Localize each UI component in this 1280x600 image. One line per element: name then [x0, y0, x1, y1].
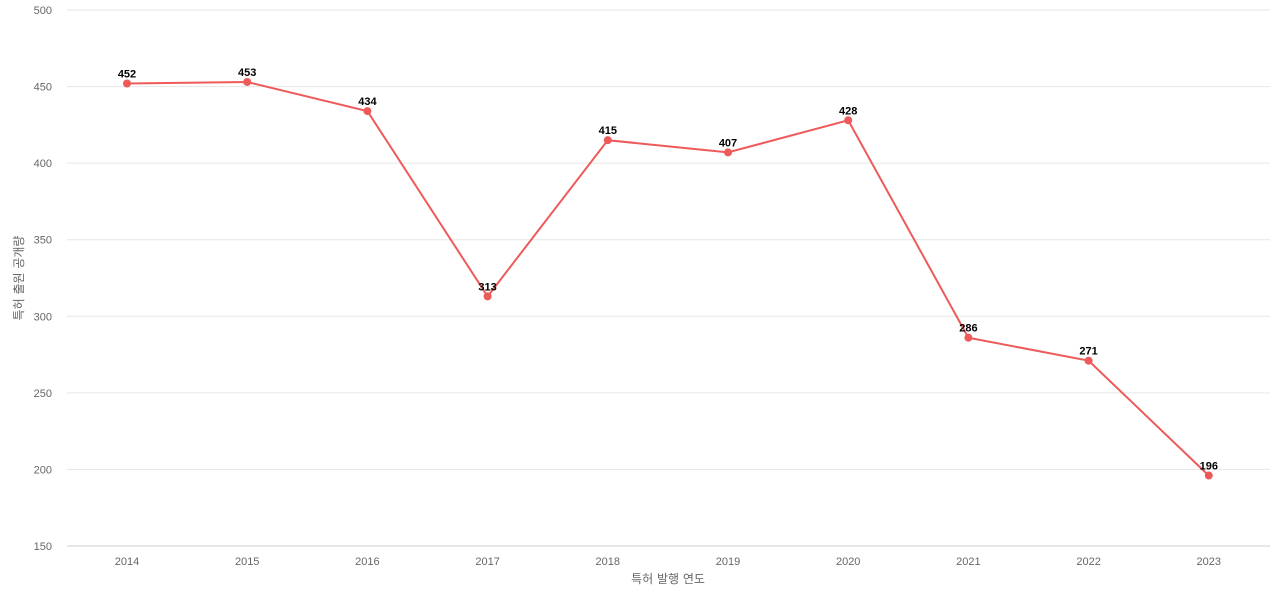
x-tick-label: 2018 — [596, 556, 620, 568]
x-tick-label: 2019 — [716, 556, 740, 568]
data-label: 415 — [599, 125, 617, 137]
data-label: 453 — [238, 67, 256, 79]
y-tick-label: 200 — [34, 464, 52, 476]
y-axis-title: 특허 출원 공개량 — [12, 236, 26, 321]
data-label: 196 — [1200, 461, 1218, 473]
grid-lines — [67, 9, 1270, 547]
data-point — [1204, 471, 1213, 480]
x-tick-label: 2020 — [836, 556, 860, 568]
y-axis-ticks: 150 200 250 300 350 400 450 500 — [34, 5, 52, 553]
y-tick-label: 300 — [34, 311, 52, 323]
data-label: 428 — [839, 105, 857, 117]
y-tick-label: 500 — [34, 5, 52, 17]
data-point — [363, 107, 372, 116]
x-tick-label: 2014 — [115, 556, 139, 568]
data-label: 313 — [478, 281, 496, 293]
data-label: 452 — [118, 69, 136, 81]
data-point — [243, 77, 252, 86]
data-point — [123, 79, 131, 88]
data-point — [724, 148, 732, 157]
data-labels: 452 453 434 313 415 407 428 286 271 196 — [118, 67, 1218, 473]
y-tick-label: 150 — [34, 541, 52, 553]
data-point — [603, 136, 612, 145]
y-tick-label: 350 — [34, 235, 52, 247]
y-tick-label: 450 — [34, 82, 52, 94]
data-point — [844, 116, 853, 125]
x-tick-label: 2016 — [355, 556, 379, 568]
x-tick-label: 2017 — [475, 556, 499, 568]
data-label: 286 — [959, 323, 977, 335]
data-point — [1084, 356, 1093, 365]
data-label: 407 — [719, 137, 737, 149]
x-tick-label: 2022 — [1076, 556, 1100, 568]
x-axis-title: 특허 발행 연도 — [631, 571, 705, 586]
data-point — [483, 292, 492, 301]
x-tick-label: 2023 — [1197, 556, 1221, 568]
data-point — [964, 333, 973, 342]
y-tick-label: 400 — [34, 158, 52, 170]
y-tick-label: 250 — [34, 388, 52, 400]
x-tick-label: 2015 — [235, 556, 259, 568]
x-axis-ticks: 2014 2015 2016 2017 2018 2019 2020 2021 2022 2023 — [115, 556, 1221, 568]
data-label: 434 — [358, 96, 377, 108]
data-points — [123, 77, 1213, 480]
x-tick-label: 2021 — [956, 556, 980, 568]
data-label: 271 — [1079, 346, 1097, 358]
series-line — [126, 80, 1210, 477]
